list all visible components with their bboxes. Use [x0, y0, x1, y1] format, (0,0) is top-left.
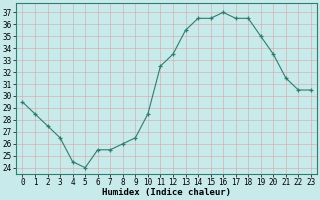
X-axis label: Humidex (Indice chaleur): Humidex (Indice chaleur) [102, 188, 231, 197]
